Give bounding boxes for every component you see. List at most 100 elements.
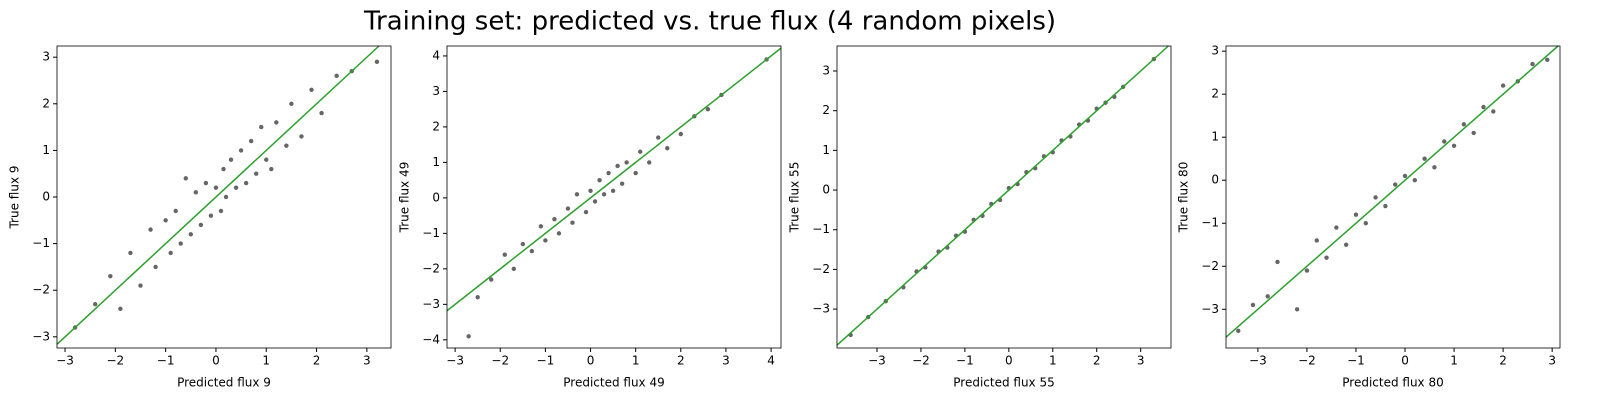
y-tick-label: 4	[432, 48, 440, 62]
x-tick-label: 0	[1401, 354, 1409, 368]
x-tick-label: −3	[56, 354, 74, 368]
point	[188, 232, 194, 237]
point	[238, 148, 244, 153]
point	[538, 224, 544, 229]
x-tick-label: −1	[956, 354, 974, 368]
point	[1250, 302, 1256, 308]
y-tick-label: 0	[1211, 173, 1219, 187]
axes-frame	[446, 45, 782, 349]
point	[665, 146, 670, 151]
point	[705, 106, 711, 112]
y-tick-label: −1	[32, 236, 50, 250]
x-tick-label: −2	[1298, 354, 1316, 368]
x-tick-label: −3	[446, 354, 464, 368]
point	[264, 157, 269, 162]
x-tick-label: 0	[212, 354, 220, 368]
x-tick-label: 0	[587, 354, 595, 368]
y-tick-label: 3	[822, 64, 830, 78]
point	[1373, 195, 1378, 200]
point	[1500, 83, 1506, 88]
point	[299, 134, 304, 139]
point	[1294, 307, 1300, 312]
point	[374, 59, 380, 65]
point	[193, 190, 199, 195]
point	[1451, 143, 1457, 149]
x-axis-label: Predicted flux 49	[563, 376, 665, 390]
axes-frame	[1225, 45, 1561, 349]
y-tick-label: −3	[422, 297, 440, 311]
y-tick-label: 1	[822, 143, 830, 157]
x-tick-label: 1	[262, 354, 270, 368]
x-tick-label: 0	[1005, 354, 1013, 368]
point	[233, 185, 239, 190]
point	[1314, 238, 1319, 243]
axes-frame	[56, 45, 392, 349]
identity-line	[56, 45, 380, 345]
point	[597, 177, 602, 183]
axes-frame	[836, 45, 1172, 349]
point	[163, 218, 168, 223]
point	[309, 87, 314, 93]
point	[128, 250, 133, 256]
x-tick-label: 2	[1093, 354, 1101, 368]
x-tick-label: −1	[157, 354, 175, 368]
y-tick-label: −4	[422, 332, 440, 346]
y-tick-label: 2	[822, 103, 830, 117]
point	[274, 120, 279, 125]
point	[1236, 328, 1241, 333]
y-tick-label: −2	[422, 261, 440, 275]
x-tick-label: 1	[1049, 354, 1057, 368]
x-axis-label: Predicted flux 80	[1342, 376, 1444, 390]
point	[502, 252, 507, 257]
point	[248, 138, 254, 144]
point	[1481, 104, 1486, 110]
point	[1363, 221, 1368, 226]
identity-line	[1225, 45, 1559, 338]
point	[552, 216, 557, 222]
point	[1265, 294, 1270, 299]
point	[615, 163, 620, 169]
point	[1545, 57, 1550, 62]
point	[1324, 255, 1329, 260]
x-tick-label: 3	[363, 354, 371, 368]
point	[168, 250, 173, 256]
y-tick-label: 3	[42, 50, 50, 64]
y-tick-label: −3	[32, 329, 50, 343]
y-tick-label: −3	[1201, 302, 1219, 316]
y-tick-label: 2	[1211, 87, 1219, 101]
y-tick-label: −2	[812, 262, 830, 276]
y-tick-label: 1	[42, 143, 50, 157]
point	[583, 209, 589, 215]
point	[588, 188, 593, 193]
y-tick-label: 2	[42, 96, 50, 110]
point	[148, 227, 153, 232]
x-tick-label: 3	[722, 354, 730, 368]
point	[259, 124, 264, 130]
y-tick-label: 3	[1211, 44, 1219, 58]
point	[173, 208, 178, 214]
point	[466, 334, 471, 339]
point	[218, 208, 224, 214]
y-axis-label: True flux 80	[1177, 162, 1191, 234]
point	[619, 181, 625, 186]
y-tick-label: 0	[432, 190, 440, 204]
point	[1412, 178, 1418, 183]
y-tick-label: −2	[1201, 259, 1219, 273]
point	[1275, 259, 1280, 265]
point	[647, 160, 652, 165]
point	[1334, 225, 1339, 230]
x-axis-label: Predicted flux 55	[953, 376, 1055, 390]
point	[153, 264, 158, 270]
y-axis-label: True flux 55	[788, 162, 802, 234]
point	[610, 188, 616, 193]
x-tick-label: −3	[868, 354, 886, 368]
point	[606, 170, 611, 176]
point	[1353, 212, 1359, 217]
y-tick-label: −1	[422, 226, 440, 240]
point	[93, 301, 98, 307]
point	[475, 295, 480, 300]
point	[118, 306, 123, 312]
point	[1402, 173, 1408, 179]
point	[574, 192, 580, 197]
point	[213, 185, 219, 190]
